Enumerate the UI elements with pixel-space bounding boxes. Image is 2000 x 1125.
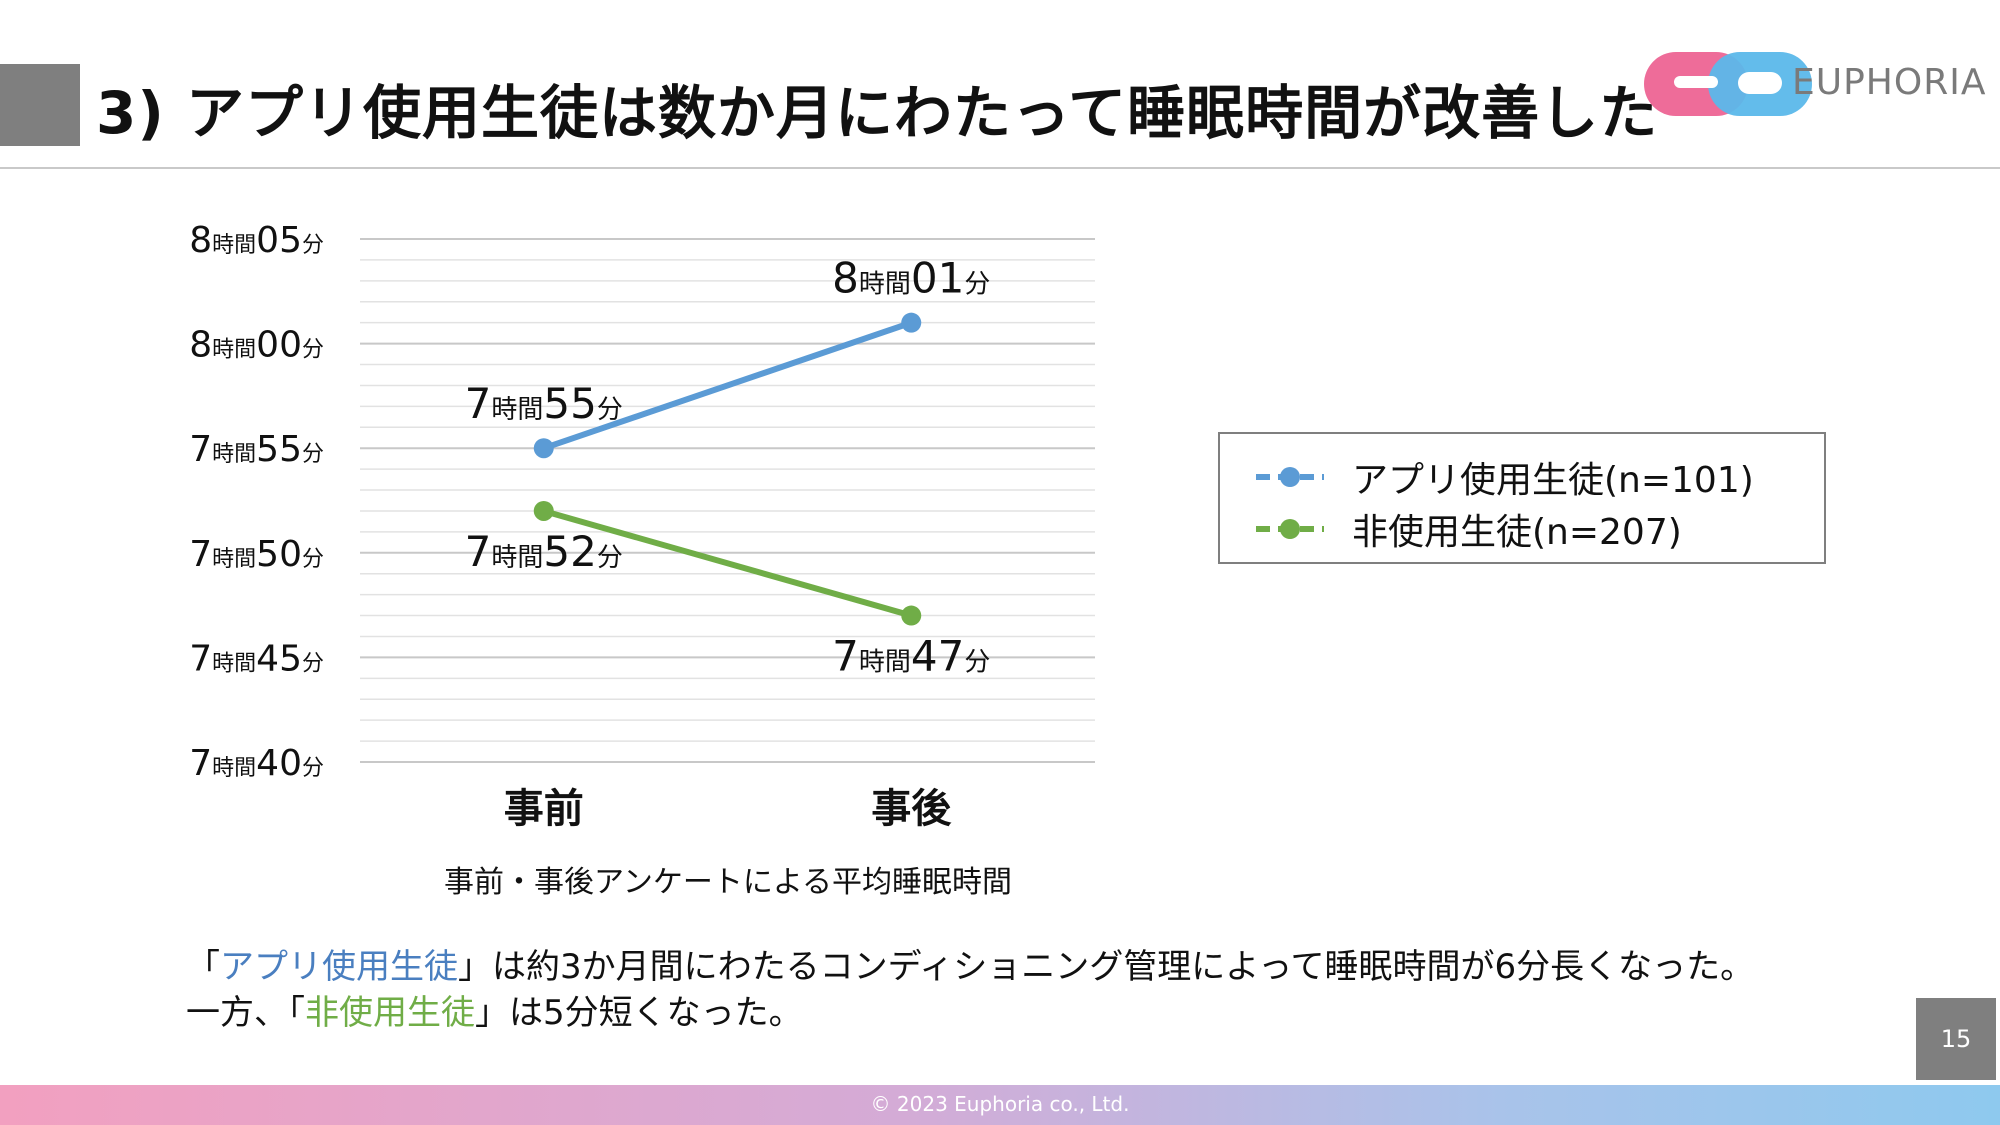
data-point <box>901 605 922 626</box>
y-tick-label: 7時間50分 <box>189 534 324 575</box>
y-axis-ticks: 8時間05分 8時間00分 7時間55分 7時間50分 7時間45分 7時間40分 <box>189 220 324 784</box>
series-line <box>542 508 913 619</box>
title-accent-block <box>0 64 80 146</box>
note-text: 一方、「 <box>186 993 305 1033</box>
note-text: 「 <box>186 947 220 987</box>
data-point <box>901 312 922 333</box>
summary-line-2: 一方、「非使用生徒」は5分短くなった。 <box>186 990 1754 1036</box>
y-tick-label: 8時間05分 <box>189 220 324 261</box>
line-chart: 8時間05分 8時間00分 7時間55分 7時間50分 7時間45分 7時間40分 7時間… <box>189 220 1095 900</box>
data-label: 8時間01分 <box>832 254 990 303</box>
logo-text: EUPHORIA <box>1792 62 1987 103</box>
legend-item-app-users: アプリ使用生徒(n=101) <box>1254 452 1754 502</box>
data-labels: 7時間55分 8時間01分 7時間52分 7時間47分 <box>465 254 991 681</box>
chart-legend: アプリ使用生徒(n=101) 非使用生徒(n=207) <box>1218 432 1826 564</box>
page-title: 3) アプリ使用生徒は数か月にわたって睡眠時間が改善した <box>96 79 1659 147</box>
y-tick-label: 7時間40分 <box>189 743 324 784</box>
legend-swatch-green-icon <box>1256 519 1324 539</box>
series-line <box>542 319 913 452</box>
y-tick-label: 8時間00分 <box>189 325 324 366</box>
logo-white-ring <box>1738 72 1782 94</box>
data-point <box>533 438 554 459</box>
summary-line-1: 「アプリ使用生徒」は約3か月間にわたるコンディショニング管理によって睡眠時間が6… <box>186 944 1754 990</box>
data-point <box>533 500 554 521</box>
gridlines <box>360 238 1095 763</box>
footer-gradient-bar <box>0 1085 2000 1125</box>
euphoria-logo-icon <box>1644 52 1812 116</box>
data-label: 7時間47分 <box>832 632 990 681</box>
note-highlight-app-users: アプリ使用生徒 <box>220 947 458 987</box>
y-tick-label: 7時間55分 <box>189 429 324 470</box>
note-text: 」は約3か月間にわたるコンディショニング管理によって睡眠時間が6分長くなった。 <box>458 947 1755 987</box>
page-number: 15 <box>1916 998 1996 1080</box>
footer-copyright: © 2023 Euphoria co., Ltd. <box>870 1092 1130 1116</box>
legend-swatch-blue-icon <box>1256 467 1324 487</box>
data-label: 7時間52分 <box>465 527 623 576</box>
y-tick-label: 7時間45分 <box>189 638 324 679</box>
legend-label-non-users: 非使用生徒(n=207) <box>1352 512 1682 553</box>
data-label: 7時間55分 <box>465 379 623 428</box>
note-highlight-non-users: 非使用生徒 <box>305 993 475 1033</box>
series <box>533 312 922 626</box>
logo-white-bar <box>1674 76 1718 88</box>
summary-note: 「アプリ使用生徒」は約3か月間にわたるコンディショニング管理によって睡眠時間が6… <box>186 944 1754 1036</box>
legend-item-non-users: 非使用生徒(n=207) <box>1254 504 1682 554</box>
x-axis-categories: 事前 事後 <box>504 786 953 832</box>
note-text: 」は5分短くなった。 <box>475 993 803 1033</box>
chart-caption: 事前・事後アンケートによる平均睡眠時間 <box>444 865 1012 900</box>
legend-label-app-users: アプリ使用生徒(n=101) <box>1352 460 1754 501</box>
x-category-label: 事後 <box>871 786 952 832</box>
x-category-label: 事前 <box>504 786 584 832</box>
title-divider <box>0 167 2000 169</box>
